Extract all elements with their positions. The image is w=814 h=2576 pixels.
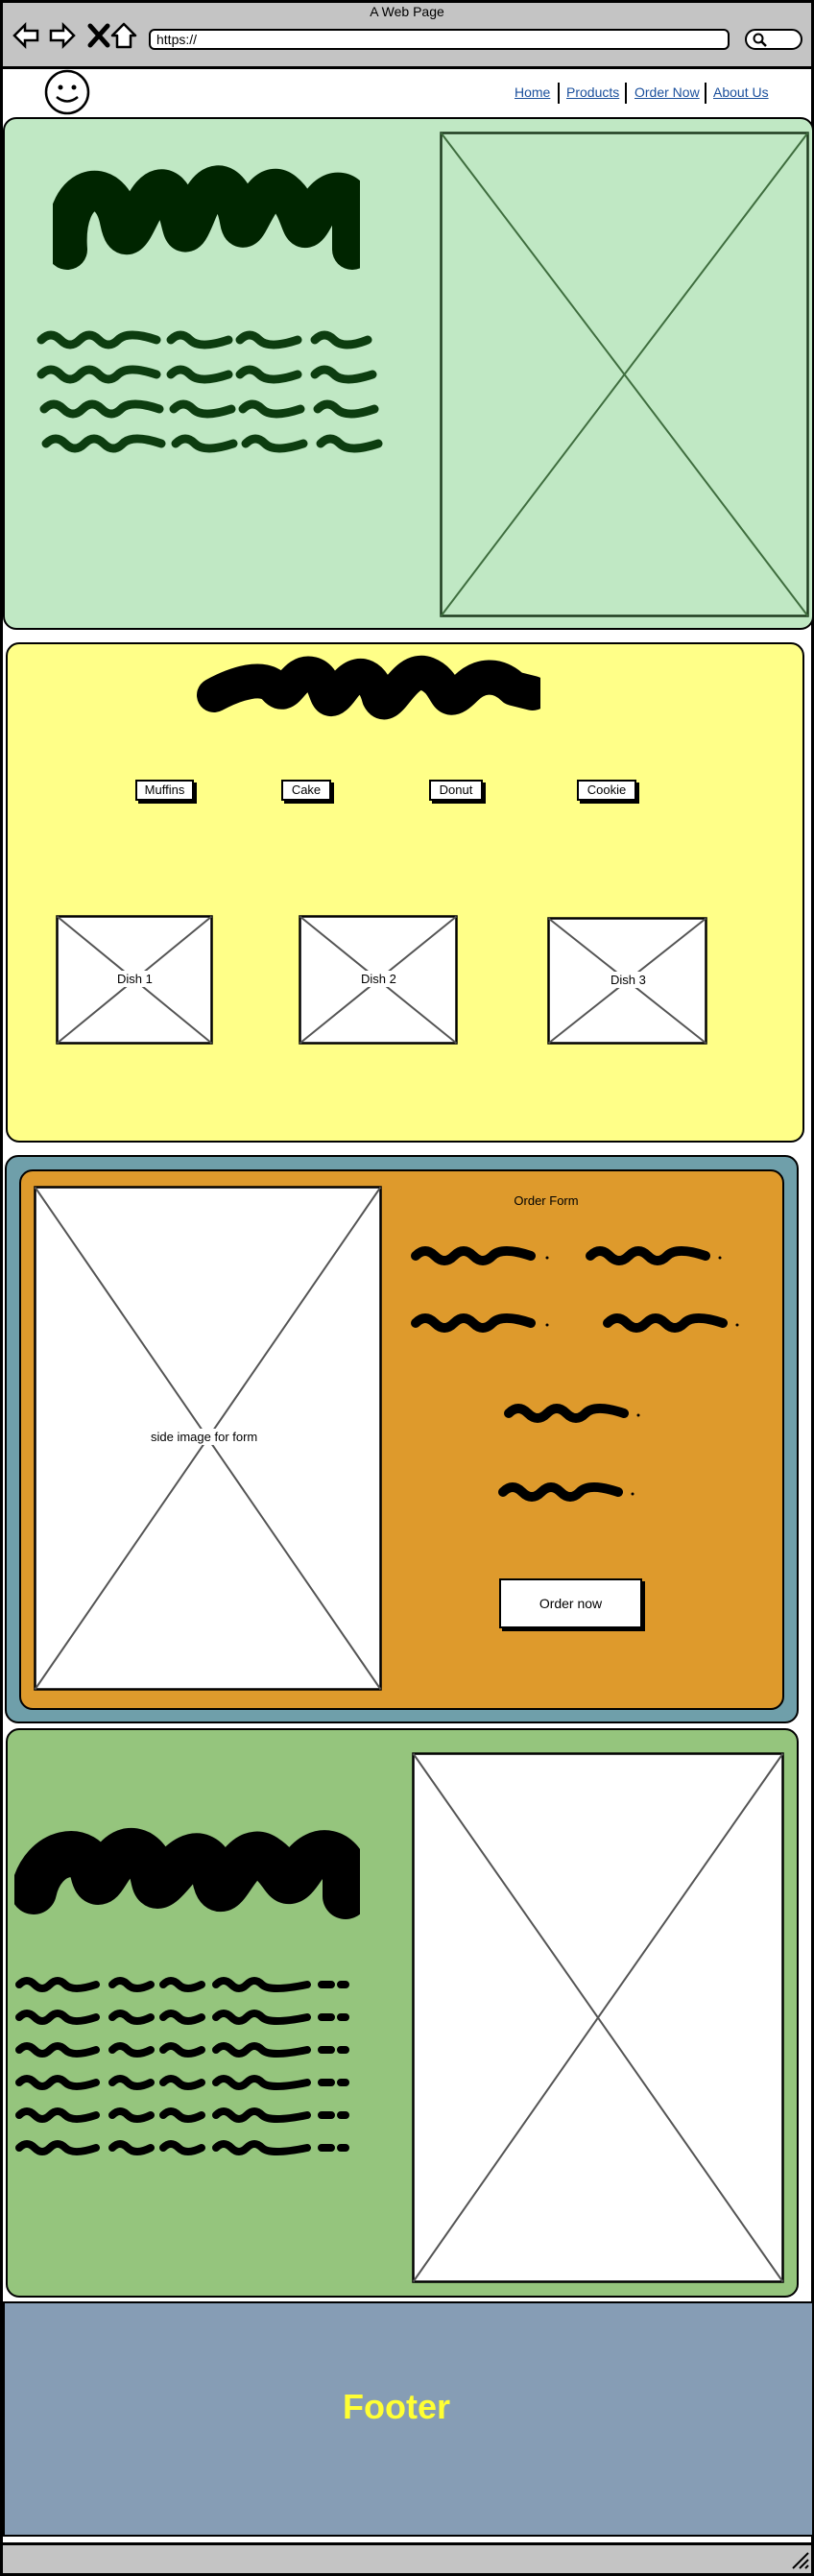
- search-icon: [753, 33, 767, 47]
- about-image-placeholder: [412, 1752, 784, 2283]
- hero-heading-scribble: [53, 165, 360, 270]
- forward-arrow-icon[interactable]: [48, 21, 77, 50]
- nav-order-now-link[interactable]: Order Now: [634, 84, 700, 100]
- nav-separator: [558, 83, 560, 104]
- nav-separator: [705, 83, 706, 104]
- about-text-scribble: [15, 1977, 349, 2155]
- browser-status-bar: [0, 2542, 814, 2576]
- muffins-button[interactable]: Muffins: [135, 780, 194, 801]
- cookie-button[interactable]: Cookie: [577, 780, 636, 801]
- cake-button[interactable]: Cake: [281, 780, 331, 801]
- smiley-face-icon[interactable]: [38, 67, 96, 117]
- dish-2-placeholder: Dish 2: [299, 915, 458, 1045]
- nav-products-link[interactable]: Products: [566, 84, 620, 100]
- nav-separator: [625, 83, 627, 104]
- footer-label: Footer: [343, 2387, 450, 2426]
- dish-3-label: Dish 3: [607, 972, 650, 988]
- close-x-icon[interactable]: [84, 21, 113, 50]
- home-icon[interactable]: [109, 21, 138, 50]
- search-box[interactable]: [745, 29, 802, 50]
- hero-text-scribble: [36, 330, 383, 453]
- dish-1-label: Dish 1: [113, 971, 156, 987]
- donut-button[interactable]: Donut: [429, 780, 483, 801]
- back-arrow-icon[interactable]: [12, 21, 40, 50]
- resize-grip-icon[interactable]: [789, 2549, 810, 2570]
- dish-3-placeholder: Dish 3: [547, 917, 707, 1045]
- order-side-image-placeholder: side image for form: [34, 1186, 382, 1691]
- about-heading-scribble: [14, 1828, 360, 1919]
- nav-home-link[interactable]: Home: [515, 84, 551, 100]
- footer: [3, 2301, 814, 2537]
- nav-about-us-link[interactable]: About Us: [713, 84, 769, 100]
- order-form-fields-scribble[interactable]: [408, 1239, 749, 1512]
- products-section: [6, 642, 804, 1143]
- hero-image-placeholder: [440, 132, 809, 617]
- products-heading-scribble: [197, 656, 540, 720]
- dish-1-placeholder: Dish 1: [56, 915, 213, 1045]
- dish-2-label: Dish 2: [357, 971, 400, 987]
- url-input[interactable]: https://: [149, 29, 730, 50]
- order-now-button[interactable]: Order now: [499, 1578, 642, 1628]
- window-title: A Web Page: [370, 4, 444, 19]
- order-side-image-label: side image for form: [147, 1429, 262, 1445]
- order-form-title: Order Form: [514, 1193, 579, 1208]
